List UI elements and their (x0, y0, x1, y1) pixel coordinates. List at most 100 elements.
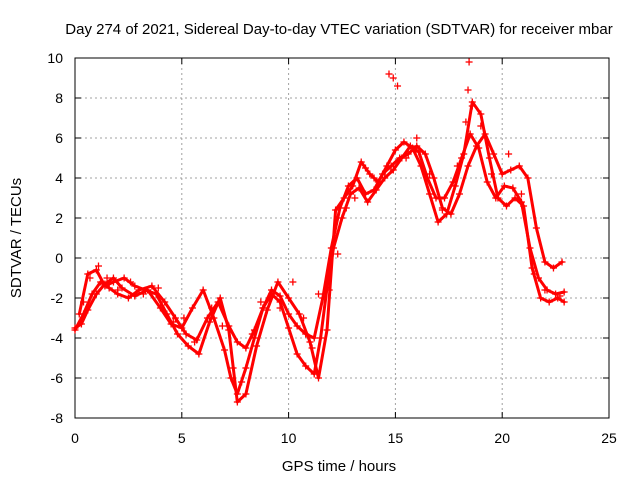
plus-marker (541, 286, 549, 294)
y-tick-label: 0 (55, 250, 63, 266)
plus-marker (315, 374, 323, 382)
plus-marker (274, 278, 282, 286)
plus-marker (242, 364, 250, 372)
plus-marker (430, 174, 438, 182)
plus-marker (394, 82, 402, 90)
plus-marker (560, 298, 568, 306)
y-tick-label: 10 (47, 50, 63, 66)
plus-marker (413, 142, 421, 150)
plus-marker (75, 310, 83, 318)
plus-marker (319, 294, 327, 302)
plus-marker (300, 314, 308, 322)
plus-marker (549, 264, 557, 272)
series-track-a (73, 132, 566, 396)
y-tick-labels: -8 -6 -4 -2 0 2 4 6 8 10 (47, 50, 63, 426)
plus-marker (285, 294, 293, 302)
plus-marker (349, 182, 357, 190)
plus-marker (88, 290, 96, 298)
x-tick-label: 20 (494, 430, 510, 446)
plus-marker (488, 170, 496, 178)
plus-marker (389, 74, 397, 82)
plus-marker (332, 206, 340, 214)
x-tick-label: 0 (71, 430, 79, 446)
plus-marker (468, 102, 476, 110)
plus-marker (293, 322, 301, 330)
plus-marker (210, 314, 218, 322)
plus-marker (285, 324, 293, 332)
plus-marker (477, 122, 485, 130)
plus-marker (131, 282, 139, 290)
plus-marker (370, 186, 378, 194)
plus-marker (426, 190, 434, 198)
plus-marker (458, 154, 466, 162)
plus-marker (265, 294, 273, 302)
plus-marker (227, 374, 235, 382)
plus-marker (295, 310, 303, 318)
plus-marker (105, 284, 113, 292)
plus-marker (560, 288, 568, 296)
plus-marker (338, 214, 346, 222)
plus-marker (466, 130, 474, 138)
plus-marker (421, 150, 429, 158)
plus-marker (259, 304, 267, 312)
plus-marker (449, 178, 457, 186)
plus-marker (500, 182, 508, 190)
x-axis-label: GPS time / hours (282, 458, 396, 475)
plus-marker (460, 150, 468, 158)
plus-marker (366, 170, 374, 178)
plus-marker (263, 306, 271, 314)
plus-marker (250, 334, 258, 342)
plus-marker (323, 326, 331, 334)
plus-marker (441, 194, 449, 202)
plus-marker (293, 350, 301, 358)
plus-marker (438, 206, 446, 214)
plus-marker (118, 284, 126, 292)
plus-marker (71, 326, 79, 334)
plus-marker (289, 278, 297, 286)
plus-marker (556, 292, 564, 300)
plus-marker (517, 190, 525, 198)
plus-marker (191, 338, 199, 346)
y-tick-label: 2 (55, 210, 63, 226)
plus-marker (402, 154, 410, 162)
plus-marker (465, 58, 473, 66)
plus-marker (214, 298, 222, 306)
plus-marker (80, 298, 88, 306)
plus-marker (208, 304, 216, 312)
plus-marker (203, 314, 211, 322)
plus-marker (97, 278, 105, 286)
plus-marker (528, 264, 536, 272)
plus-marker (336, 204, 344, 212)
plus-marker (101, 282, 109, 290)
plus-marker (325, 286, 333, 294)
plus-marker (464, 162, 472, 170)
plus-marker (361, 164, 369, 172)
plus-marker (462, 118, 470, 126)
plus-marker (276, 292, 284, 300)
plus-marker (545, 298, 553, 306)
plus-marker (174, 330, 182, 338)
plus-marker (485, 154, 493, 162)
plus-marker (225, 326, 233, 334)
plus-marker (276, 298, 284, 306)
x-tick-label: 15 (388, 430, 404, 446)
y-tick-label: 8 (55, 90, 63, 106)
plus-marker (238, 378, 246, 386)
plus-marker (526, 244, 534, 252)
plus-marker (374, 178, 382, 186)
plus-marker (426, 170, 434, 178)
data-series (73, 100, 566, 404)
plus-marker (257, 298, 265, 306)
plus-marker (127, 278, 135, 286)
plus-marker (250, 326, 258, 334)
y-tick-label: 4 (55, 170, 63, 186)
plus-marker (483, 178, 491, 186)
y-tick-label: 6 (55, 130, 63, 146)
plus-marker (216, 294, 224, 302)
plus-marker (77, 320, 85, 328)
x-tick-label: 5 (178, 430, 186, 446)
plus-marker (498, 170, 506, 178)
plus-marker (396, 154, 404, 162)
y-axis-label: SDTVAR / TECUs (8, 178, 25, 298)
plus-marker (340, 194, 348, 202)
